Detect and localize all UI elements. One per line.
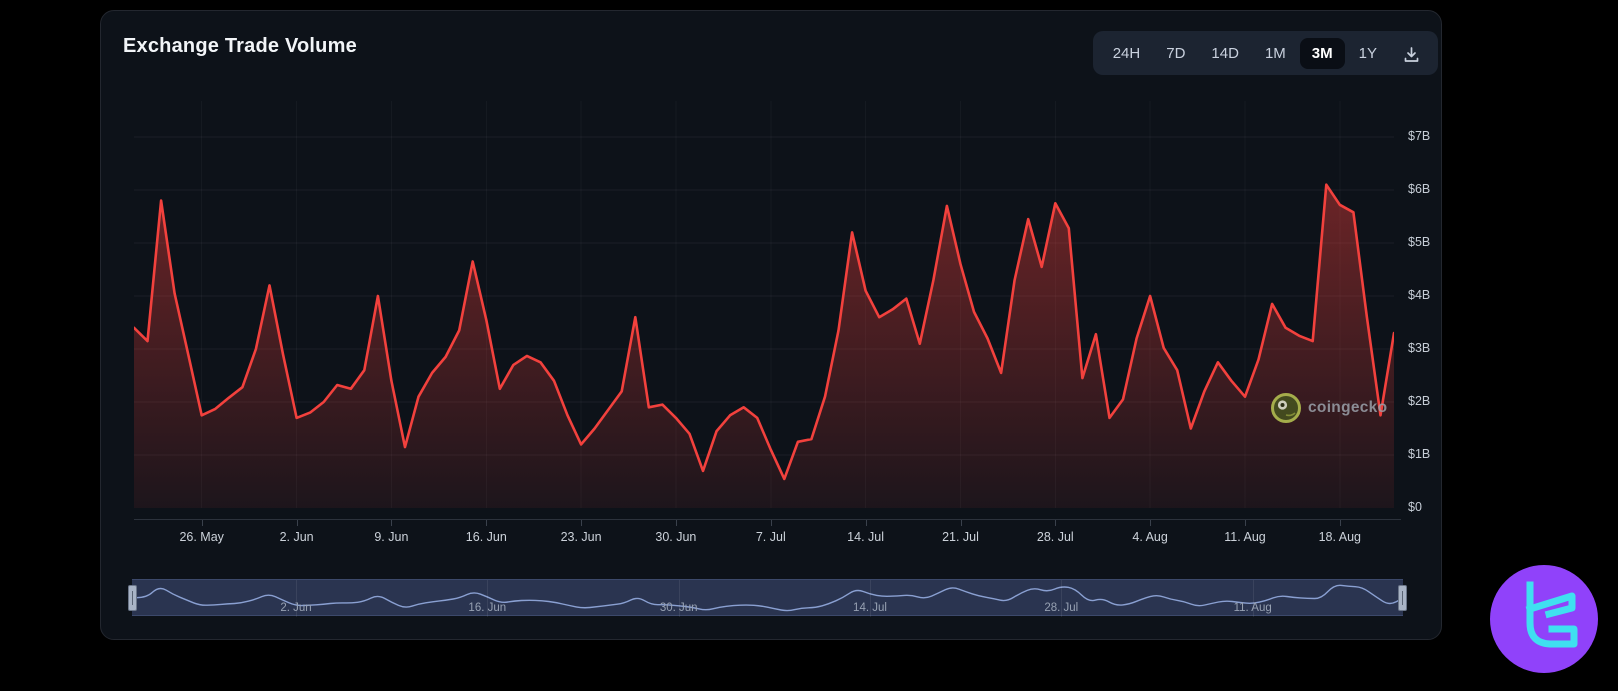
x-axis-label: 18. Aug [1318, 530, 1361, 544]
navigator-gridline [487, 580, 489, 617]
x-axis-tick [581, 520, 583, 526]
y-axis-label: $0 [1408, 500, 1422, 514]
logo-circle [1490, 565, 1598, 673]
navigator-gridline [870, 580, 871, 617]
x-axis-tick [296, 520, 298, 526]
navigator-label: 30. Jun [659, 602, 698, 614]
x-axis-label: 9. Jun [374, 530, 409, 544]
y-axis-label: $5B [1408, 235, 1431, 249]
x-axis-tick [1055, 520, 1057, 526]
x-axis-label: 7. Jul [755, 530, 786, 544]
x-axis-label: 23. Jun [560, 530, 602, 544]
x-axis-label: 30. Jun [655, 530, 697, 544]
main-chart[interactable] [132, 101, 1396, 518]
logo-glyph [1525, 581, 1578, 648]
range-button-1m[interactable]: 1M [1264, 44, 1286, 62]
x-axis-tick [486, 520, 488, 526]
navigator-gridline [678, 580, 680, 617]
navigator-label: 11. Aug [1233, 602, 1272, 614]
navigator-left-handle[interactable] [128, 585, 137, 611]
x-axis-label: 28. Jul [1036, 530, 1074, 544]
site-logo[interactable] [1488, 563, 1600, 675]
x-axis-tick [391, 520, 393, 526]
download-button[interactable] [1391, 40, 1430, 67]
range-button-3m[interactable]: 3M [1299, 37, 1345, 69]
navigator-gridline [296, 580, 297, 617]
x-axis-label: 14. Jul [847, 530, 885, 544]
y-axis-label: $1B [1408, 447, 1431, 461]
y-axis-label: $3B [1408, 341, 1431, 355]
navigator-label: 28. Jul [1044, 602, 1079, 614]
x-axis-tick [1245, 520, 1246, 526]
volume-area [134, 184, 1394, 508]
navigator-gridline [1061, 580, 1063, 617]
y-axis-label: $7B [1408, 129, 1431, 143]
x-axis-tick [201, 520, 203, 526]
coingecko-watermark: coingecko [1271, 393, 1387, 423]
navigator-right-handle[interactable] [1398, 585, 1407, 611]
y-axis-label: $2B [1408, 394, 1431, 408]
x-axis-tick [770, 520, 772, 526]
download-icon [1404, 46, 1419, 62]
navigator-gridline [1252, 580, 1254, 617]
time-range-toolbar: 24H 7D 14D 1M 3M 1Y [1092, 31, 1438, 75]
x-axis-line [134, 519, 1401, 520]
watermark-text: coingecko [1308, 399, 1388, 416]
x-axis-label: 4. Aug [1132, 530, 1168, 544]
navigator-line [132, 584, 1403, 612]
x-axis-tick [1339, 520, 1341, 526]
navigator-label: 14. Jul [853, 602, 887, 614]
navigator-label: 16. Jun [468, 602, 507, 614]
coingecko-gecko-icon [1271, 393, 1301, 423]
range-button-24h[interactable]: 24H [1112, 44, 1141, 62]
range-button-1y[interactable]: 1Y [1358, 44, 1377, 62]
range-navigator[interactable]: 2. Jun 16. Jun 30. Jun 14. Jul 28. Jul 11. Au… [132, 579, 1403, 617]
range-button-14d[interactable]: 14D [1211, 44, 1239, 62]
chart-card: Exchange Trade Volume 24H 7D 14D 1M 3M 1Y $7B… [100, 10, 1442, 640]
volume-line [132, 183, 1396, 481]
y-axis-label: $6B [1408, 182, 1431, 196]
x-axis-tick [1150, 520, 1152, 526]
x-axis-tick [675, 520, 677, 526]
navigator-label: 2. Jun [280, 602, 312, 614]
x-axis-label: 26. May [179, 530, 224, 544]
page-title: Exchange Trade Volume [123, 35, 357, 57]
x-axis-label: 2. Jun [279, 530, 314, 544]
range-button-7d[interactable]: 7D [1166, 44, 1186, 62]
x-axis-tick [960, 520, 962, 526]
x-axis-label: 11. Aug [1224, 530, 1266, 544]
x-axis-tick [865, 520, 867, 526]
y-axis-label: $4B [1408, 288, 1431, 302]
x-axis-label: 16. Jun [465, 530, 507, 544]
x-axis-label: 21. Jul [942, 530, 979, 544]
